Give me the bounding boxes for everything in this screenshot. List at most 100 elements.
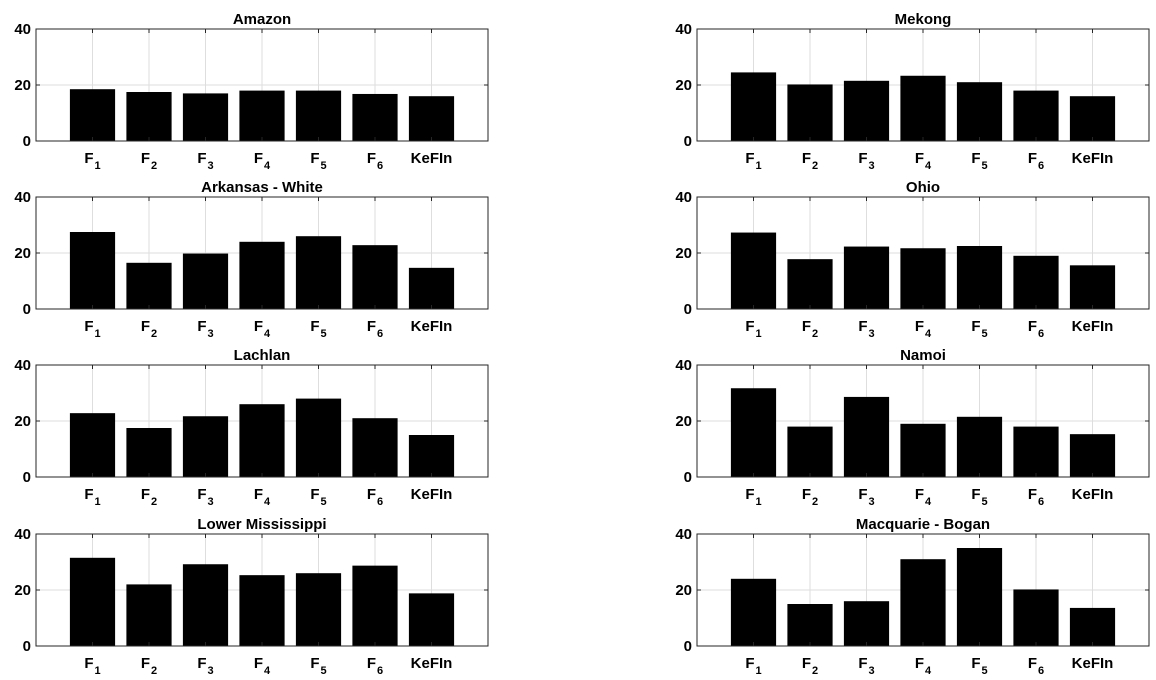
x-tick-label: F3	[197, 486, 213, 508]
x-tick-label: F6	[1028, 150, 1044, 172]
bar	[239, 90, 285, 141]
y-tick-label: 40	[14, 526, 31, 543]
bar	[239, 241, 285, 309]
x-tick-label: F3	[858, 150, 874, 172]
y-tick-label: 0	[23, 133, 31, 150]
panel-1: 0 20 40 F1 F2 F3 F4 F5 F6 KeFIn Amazon	[14, 11, 489, 172]
bar	[1013, 426, 1059, 477]
bar	[843, 396, 890, 477]
x-tick-label: F5	[310, 655, 326, 677]
bar	[1069, 434, 1116, 477]
x-tick-label: F5	[971, 318, 987, 340]
x-tick-label: KeFIn	[1072, 150, 1114, 167]
bar	[900, 559, 946, 646]
x-tick-label: KeFIn	[411, 655, 453, 672]
y-tick-label: 20	[675, 245, 692, 262]
x-tick-label: F4	[254, 150, 271, 172]
y-tick-label: 0	[23, 469, 31, 486]
x-tick-label: F2	[141, 318, 157, 340]
bar	[900, 248, 946, 309]
x-tick-label: F5	[310, 486, 326, 508]
x-tick-label: F1	[84, 655, 100, 677]
y-tick-label: 40	[675, 357, 692, 374]
bar	[295, 236, 342, 309]
bar	[126, 428, 172, 477]
bar	[69, 89, 116, 141]
x-tick-label: F5	[971, 486, 987, 508]
bar	[843, 80, 890, 141]
x-tick-label: F1	[84, 150, 100, 172]
bar	[126, 584, 172, 646]
x-tick-label: KeFIn	[1072, 655, 1114, 672]
x-tick-label: F2	[802, 150, 818, 172]
x-tick-label: F2	[141, 655, 157, 677]
bar	[730, 578, 777, 646]
x-tick-label: KeFIn	[411, 486, 453, 503]
x-tick-label: KeFIn	[411, 318, 453, 335]
bar	[730, 232, 777, 309]
bar	[408, 435, 455, 477]
x-tick-label: F6	[1028, 486, 1044, 508]
bar	[787, 259, 833, 309]
x-tick-label: F4	[915, 150, 932, 172]
x-tick-label: F3	[197, 655, 213, 677]
x-tick-label: F6	[367, 318, 383, 340]
x-tick-label: F1	[745, 150, 761, 172]
bar	[352, 565, 398, 646]
bar	[182, 253, 229, 309]
bar	[900, 75, 946, 141]
panel-3: 0 20 40 F1 F2 F3 F4 F5 F6 KeFIn Arkansas - White	[14, 179, 489, 340]
y-tick-label: 20	[675, 77, 692, 94]
y-tick-label: 20	[675, 413, 692, 430]
bar	[956, 82, 1003, 141]
bar	[843, 246, 890, 309]
bar	[352, 418, 398, 477]
y-tick-label: 20	[14, 245, 31, 262]
bar	[182, 416, 229, 477]
x-tick-label: F1	[745, 486, 761, 508]
y-tick-label: 40	[14, 21, 31, 38]
bar	[239, 404, 285, 477]
x-tick-label: F4	[915, 318, 932, 340]
x-tick-label: KeFIn	[411, 150, 453, 167]
bar	[1069, 265, 1116, 309]
x-tick-label: F4	[915, 486, 932, 508]
bar	[408, 267, 455, 309]
x-tick-label: F2	[802, 486, 818, 508]
x-tick-label: F6	[1028, 318, 1044, 340]
bar	[900, 423, 946, 477]
x-tick-label: F3	[197, 150, 213, 172]
panel-title: Arkansas - White	[201, 179, 323, 196]
y-tick-label: 20	[14, 413, 31, 430]
x-tick-label: F3	[858, 318, 874, 340]
bar	[295, 90, 342, 141]
panel-7: 0 20 40 F1 F2 F3 F4 F5 F6 KeFIn Lower Mississippi	[14, 516, 489, 677]
panel-title: Lower Mississippi	[197, 516, 326, 533]
bar	[730, 72, 777, 141]
panel-5: 0 20 40 F1 F2 F3 F4 F5 F6 KeFIn Lachlan	[14, 347, 489, 508]
x-tick-label: F3	[858, 655, 874, 677]
bar	[787, 84, 833, 141]
x-tick-label: F6	[367, 150, 383, 172]
bar	[408, 96, 455, 141]
x-tick-label: F5	[971, 655, 987, 677]
bar	[1013, 589, 1059, 646]
x-tick-label: F1	[84, 486, 100, 508]
bar	[1013, 255, 1059, 309]
bar	[69, 413, 116, 477]
bar	[352, 93, 398, 141]
y-tick-label: 40	[675, 21, 692, 38]
x-tick-label: F1	[84, 318, 100, 340]
bar	[69, 557, 116, 646]
x-tick-label: F2	[141, 150, 157, 172]
y-tick-label: 20	[675, 582, 692, 599]
x-tick-label: F6	[367, 655, 383, 677]
x-tick-label: F4	[915, 655, 932, 677]
bar	[956, 246, 1003, 309]
bar	[126, 262, 172, 309]
bar	[730, 388, 777, 477]
x-tick-label: F2	[141, 486, 157, 508]
y-tick-label: 20	[14, 582, 31, 599]
panel-title: Amazon	[233, 11, 291, 28]
